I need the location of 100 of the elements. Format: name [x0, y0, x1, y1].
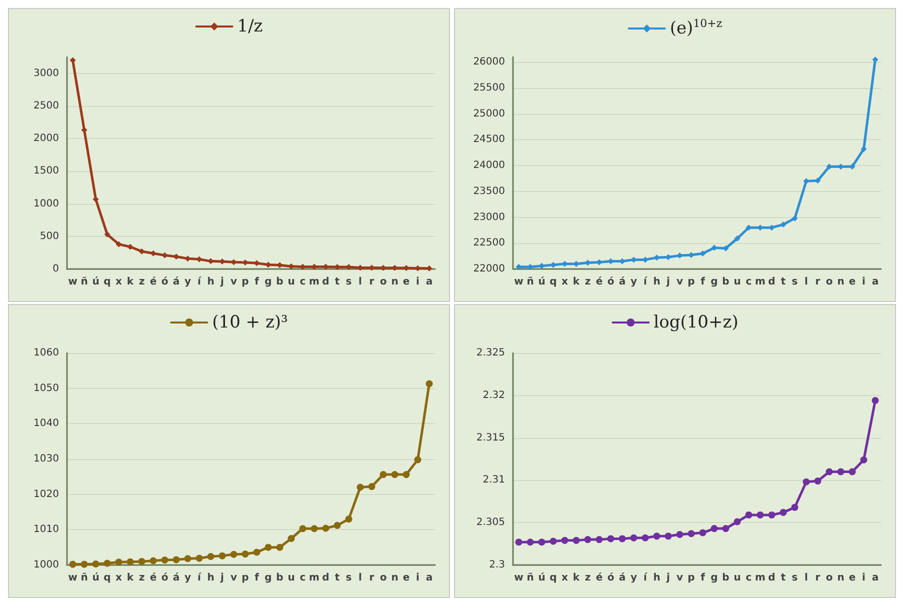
x-tick-label: r	[369, 276, 374, 288]
x-tick-label: s	[792, 276, 798, 288]
x-tick-label: ú	[92, 572, 100, 584]
x-tick-label: a	[426, 572, 433, 584]
x-tick-label: u	[734, 572, 741, 584]
x-tick-label: b	[276, 572, 284, 584]
x-tick-label: t	[780, 276, 786, 288]
x-tick-label: q	[550, 276, 557, 288]
legend-label: 1/z	[237, 16, 263, 36]
x-tick-label: p	[688, 572, 695, 584]
point	[196, 554, 203, 562]
x-tick-label: b	[276, 276, 284, 288]
point	[699, 529, 706, 536]
x-tick-label: l	[804, 572, 808, 584]
x-tick-label: i	[862, 572, 866, 584]
y-tick-label: 1060	[34, 348, 59, 358]
point	[184, 555, 192, 562]
point	[288, 535, 295, 542]
y-tick-label: 3000	[34, 68, 59, 79]
point	[550, 538, 557, 545]
x-tick-label: y	[630, 276, 638, 288]
x-tick-label: w	[514, 572, 524, 584]
x-tick-label: é	[150, 276, 157, 288]
point	[402, 471, 410, 478]
x-tick-label: m	[309, 572, 320, 584]
point	[138, 558, 146, 565]
point	[414, 456, 422, 464]
point	[207, 553, 214, 560]
x-tick-label: é	[596, 572, 603, 584]
x-tick-label: á	[618, 572, 626, 584]
point	[860, 456, 868, 464]
y-tick-label: 24000	[473, 160, 505, 172]
x-tick-label: c	[746, 572, 752, 584]
point	[653, 532, 660, 540]
x-tick-label: é	[596, 276, 603, 288]
x-tick-label: v	[230, 572, 238, 584]
point	[380, 471, 387, 478]
point	[391, 471, 398, 478]
y-tick-label: 2.32	[482, 390, 505, 401]
x-tick-label: g	[264, 276, 272, 288]
x-tick-label: j	[220, 572, 224, 584]
x-tick-label: ú	[538, 276, 546, 288]
x-tick-label: y	[630, 572, 638, 584]
y-tick-label: 2.3	[489, 560, 505, 570]
x-tick-label: e	[848, 572, 856, 584]
x-tick-label: t	[780, 572, 786, 584]
point	[264, 544, 272, 551]
x-tick-label: o	[826, 572, 833, 584]
point	[860, 146, 867, 152]
point	[780, 508, 787, 516]
point	[848, 468, 856, 476]
point	[161, 556, 168, 564]
x-tick-label: k	[572, 276, 580, 288]
point	[734, 518, 741, 526]
x-tick-label: x	[562, 276, 569, 288]
y-tick-label: 2.315	[476, 432, 505, 444]
point	[664, 532, 672, 540]
point	[826, 468, 833, 476]
x-tick-label: k	[126, 572, 134, 584]
x-tick-label: q	[104, 276, 111, 288]
x-tick-label: ñ	[526, 276, 534, 288]
point	[69, 560, 76, 568]
x-tick-label: p	[242, 276, 249, 288]
y-tick-label: 25000	[473, 108, 505, 120]
x-tick-label: c	[300, 276, 306, 288]
point	[150, 557, 157, 564]
x-tick-label: j	[666, 276, 670, 288]
x-tick-label: z	[584, 276, 591, 288]
x-tick-label: ñ	[80, 572, 88, 584]
x-tick-label: e	[848, 276, 856, 288]
x-tick-label: o	[380, 276, 387, 288]
point	[710, 525, 718, 532]
point	[526, 538, 534, 546]
x-tick-label: c	[300, 572, 306, 584]
x-tick-label: b	[722, 572, 730, 584]
x-tick-label: í	[644, 276, 648, 288]
x-tick-label: ó	[161, 276, 168, 288]
x-tick-label: l	[804, 276, 808, 288]
x-tick-label: l	[358, 276, 362, 288]
x-tick-label: n	[391, 572, 398, 584]
y-tick-label: 22500	[473, 238, 505, 249]
x-tick-label: v	[676, 572, 684, 584]
point	[322, 524, 330, 532]
x-tick-label: t	[334, 572, 340, 584]
x-tick-label: á	[172, 572, 180, 584]
x-tick-label: d	[768, 572, 776, 584]
x-tick-label: m	[755, 276, 766, 288]
point	[334, 522, 341, 529]
point	[242, 550, 249, 558]
point	[127, 244, 134, 250]
x-tick-label: i	[416, 572, 420, 584]
point	[218, 552, 226, 560]
x-tick-label: q	[550, 572, 557, 584]
x-tick-label: w	[68, 572, 78, 584]
x-tick-label: f	[700, 572, 706, 584]
legend-label: log(10+z)	[654, 312, 738, 332]
x-tick-label: ú	[538, 572, 546, 584]
y-tick-label: 1500	[34, 166, 59, 177]
y-tick-label: 23000	[473, 212, 505, 223]
x-tick-label: s	[792, 572, 798, 584]
